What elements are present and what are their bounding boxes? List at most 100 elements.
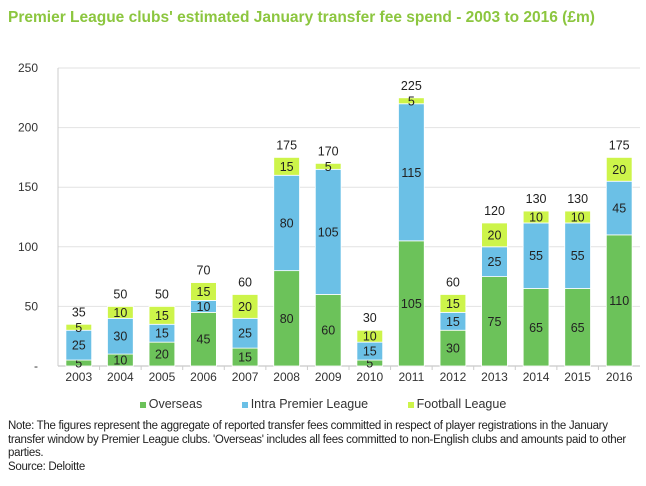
legend-item-intra-premier-league: Intra Premier League: [241, 397, 369, 411]
bar-segment: [564, 288, 591, 367]
x-tick-label: 2012: [440, 370, 467, 384]
data-label: 80: [280, 312, 294, 326]
legend-label: Football League: [416, 397, 507, 411]
total-label: 120: [484, 204, 505, 218]
total-label: 170: [318, 144, 339, 158]
data-label: 110: [609, 294, 629, 308]
legend-label: Overseas: [148, 397, 203, 411]
total-label: 50: [113, 287, 127, 301]
x-tick-label: 2016: [606, 370, 633, 384]
total-label: 60: [446, 275, 460, 289]
bar-segment: [439, 294, 467, 313]
x-tick-label: 2009: [315, 370, 342, 384]
bar-segment: [107, 305, 134, 319]
stacked-bar-chart: -501001502002505255352003103010502004201…: [18, 61, 640, 384]
x-tick-label: 2005: [149, 370, 176, 384]
x-tick-label: 2008: [273, 370, 300, 384]
legend-item-overseas: Overseas: [139, 397, 203, 411]
data-label: 65: [529, 321, 543, 335]
bar-segment: [522, 222, 550, 289]
legend-label: Intra Premier League: [250, 397, 369, 411]
data-label: 45: [197, 333, 211, 347]
y-tick-label: 50: [25, 299, 39, 313]
bar-segment: [231, 294, 259, 319]
data-label: 10: [113, 354, 127, 368]
data-label: 5: [408, 94, 415, 108]
data-label: 25: [488, 255, 502, 269]
bar-segment: [564, 210, 591, 224]
data-label: 5: [325, 160, 332, 174]
legend-swatch: [241, 401, 248, 408]
bar-segment: [564, 222, 591, 289]
data-label: 10: [571, 211, 585, 225]
total-label: 130: [567, 192, 588, 206]
data-label: 25: [72, 339, 86, 353]
data-label: 105: [318, 225, 339, 239]
bar-segment: [356, 329, 384, 343]
bar-segment: [522, 288, 550, 367]
data-label: 75: [488, 315, 502, 329]
data-label: 5: [75, 357, 82, 371]
footnote: Note: The figures represent the aggregat…: [8, 420, 638, 474]
x-tick-label: 2011: [398, 370, 424, 384]
y-tick-label: 200: [18, 121, 38, 135]
data-label: 20: [488, 228, 502, 242]
bar-segment: [605, 234, 633, 367]
bar-segment: [314, 294, 342, 367]
data-label: 30: [446, 342, 460, 356]
x-tick-label: 2006: [190, 370, 217, 384]
y-tick-label: 100: [18, 240, 38, 254]
data-label: 10: [197, 300, 211, 314]
bar-segment: [148, 305, 176, 325]
data-label: 15: [238, 351, 252, 365]
data-label: 30: [113, 330, 127, 344]
chart-title: Premier League clubs' estimated January …: [8, 9, 595, 26]
data-label: 55: [571, 249, 585, 263]
x-tick-label: 2015: [564, 370, 591, 384]
total-label: 60: [238, 275, 252, 289]
bar-segment: [439, 329, 467, 367]
data-label: 10: [529, 211, 543, 225]
legend-swatch: [139, 401, 146, 408]
total-label: 30: [363, 311, 377, 325]
data-label: 5: [75, 321, 82, 335]
bar-segment: [273, 270, 300, 367]
total-label: 50: [155, 287, 169, 301]
bar-segment: [190, 282, 217, 301]
data-label: 20: [238, 300, 252, 314]
total-label: 175: [276, 138, 297, 152]
legend: Overseas Intra Premier League Football L…: [0, 397, 646, 411]
x-tick-label: 2014: [523, 370, 550, 384]
bar-segment: [273, 156, 300, 176]
data-label: 15: [155, 309, 169, 323]
x-tick-label: 2007: [232, 370, 259, 384]
x-tick-label: 2003: [65, 370, 92, 384]
bar-segment: [522, 210, 550, 224]
data-label: 5: [366, 357, 373, 371]
data-label: 10: [363, 330, 377, 344]
data-label: 45: [612, 202, 626, 216]
data-label: 25: [238, 327, 252, 341]
data-label: 15: [280, 160, 294, 174]
data-label: 15: [446, 297, 460, 311]
total-label: 175: [609, 138, 630, 152]
bar-segment: [398, 240, 425, 367]
bar-segment: [190, 311, 217, 367]
bar-segment: [398, 103, 425, 242]
x-tick-label: 2010: [356, 370, 383, 384]
source-text: Source: Deloitte: [8, 460, 86, 473]
bar-segment: [314, 162, 342, 170]
data-label: 20: [155, 348, 169, 362]
y-tick-label: -: [34, 359, 38, 373]
legend-swatch: [407, 401, 414, 408]
x-tick-label: 2004: [107, 370, 134, 384]
bar-segment: [481, 276, 508, 367]
bar-segment: [65, 329, 93, 361]
bar-segment: [314, 168, 342, 295]
legend-item-football-league: Football League: [407, 397, 507, 411]
x-tick-label: 2013: [481, 370, 508, 384]
bar-segment: [107, 317, 134, 355]
total-label: 225: [401, 79, 422, 93]
data-label: 15: [155, 327, 169, 341]
bar-segment: [398, 97, 425, 105]
